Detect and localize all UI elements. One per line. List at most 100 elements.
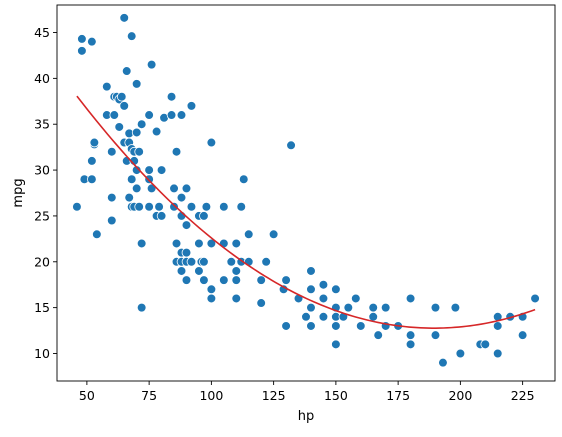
data-point (136, 119, 147, 130)
data-point (331, 321, 341, 331)
y-tick-label: 35 (34, 117, 50, 132)
data-point (517, 330, 528, 340)
data-point (92, 229, 102, 240)
data-point (405, 339, 416, 350)
points-layer (72, 13, 540, 368)
data-point (131, 165, 142, 175)
data-point (492, 321, 503, 331)
data-point (206, 137, 217, 148)
data-point (231, 275, 242, 285)
data-point (199, 256, 209, 267)
data-point (318, 279, 329, 290)
data-point (405, 293, 416, 304)
data-point (131, 183, 142, 194)
x-tick-label: 225 (511, 388, 535, 403)
y-tick-label: 10 (34, 346, 50, 361)
data-point (102, 81, 112, 92)
data-point (373, 330, 384, 340)
data-point (201, 201, 212, 212)
data-point (181, 275, 192, 285)
x-tick-label: 50 (79, 388, 95, 403)
data-point (306, 302, 316, 313)
data-point (350, 293, 361, 304)
data-point (480, 339, 491, 350)
data-point (231, 266, 242, 276)
data-point (134, 201, 144, 212)
data-point (87, 156, 97, 166)
data-point (136, 238, 147, 249)
data-point (126, 174, 137, 185)
data-point (181, 220, 192, 230)
data-point (77, 34, 87, 44)
y-tick-label: 30 (34, 163, 50, 178)
data-point (144, 110, 154, 120)
data-point (166, 110, 177, 120)
plot-frame (56, 4, 556, 382)
y-tick-label: 45 (34, 25, 50, 40)
data-point (231, 293, 242, 304)
data-point (114, 122, 125, 132)
data-point (119, 101, 130, 111)
data-point (430, 302, 441, 313)
data-point (318, 293, 329, 304)
x-axis-label: hp (298, 409, 315, 424)
data-point (77, 46, 87, 56)
y-tick-label: 25 (34, 208, 50, 223)
x-tick-label: 175 (386, 388, 410, 403)
x-tick-label: 200 (448, 388, 472, 403)
data-point (194, 238, 204, 249)
data-point (231, 238, 242, 249)
data-point (186, 101, 197, 111)
data-point (106, 215, 117, 226)
data-point (261, 256, 271, 267)
data-point (450, 302, 461, 313)
data-point (318, 311, 329, 322)
data-point (405, 330, 416, 340)
data-point (286, 140, 296, 151)
data-point (116, 91, 127, 102)
y-tick-label: 20 (34, 254, 50, 269)
data-point (219, 201, 229, 212)
data-point (199, 211, 209, 221)
data-point (87, 36, 97, 47)
data-point (226, 256, 237, 267)
data-point (87, 174, 97, 185)
data-point (301, 311, 311, 322)
data-point (236, 201, 247, 212)
x-tick-label: 100 (199, 388, 223, 403)
data-point (455, 348, 466, 359)
data-point (199, 275, 209, 285)
data-point (181, 183, 192, 194)
data-point (169, 183, 179, 194)
data-point (243, 229, 254, 240)
x-tick-label: 125 (262, 388, 286, 403)
data-point (343, 302, 354, 313)
data-point (281, 321, 291, 331)
data-point (238, 174, 249, 185)
data-point (181, 247, 192, 258)
data-point (171, 238, 182, 249)
data-point (530, 293, 540, 304)
data-point (169, 201, 179, 212)
data-point (106, 192, 117, 203)
data-point (109, 110, 120, 120)
data-point (119, 13, 130, 23)
data-point (430, 330, 441, 340)
data-point (256, 275, 266, 285)
data-point (156, 165, 167, 175)
data-point (171, 146, 182, 157)
data-point (166, 91, 177, 102)
data-point (306, 284, 316, 295)
data-point (256, 298, 266, 308)
data-point (176, 266, 187, 276)
data-point (368, 302, 379, 313)
y-axis-label: mpg (11, 178, 26, 207)
data-point (438, 357, 448, 368)
data-point (380, 302, 391, 313)
data-point (124, 192, 135, 203)
data-point (355, 321, 366, 331)
data-point (156, 211, 167, 221)
data-point (219, 275, 229, 285)
x-axis-ticks: 50 75 100 125 150 175 200 225 (79, 381, 535, 403)
